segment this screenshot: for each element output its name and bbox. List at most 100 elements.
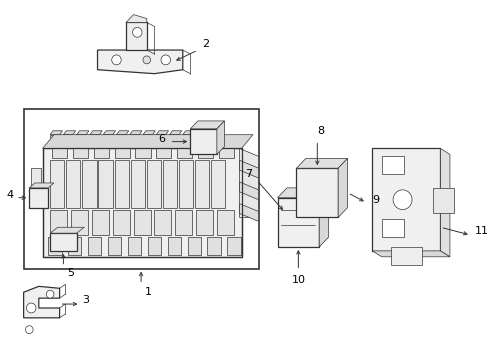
Circle shape bbox=[111, 55, 121, 65]
Polygon shape bbox=[167, 237, 181, 255]
Polygon shape bbox=[50, 227, 84, 233]
Polygon shape bbox=[381, 156, 404, 174]
Polygon shape bbox=[296, 158, 347, 168]
Polygon shape bbox=[390, 247, 421, 265]
Polygon shape bbox=[277, 198, 319, 247]
Polygon shape bbox=[50, 131, 62, 135]
Polygon shape bbox=[142, 131, 155, 135]
Polygon shape bbox=[116, 131, 128, 135]
Text: 9: 9 bbox=[372, 195, 379, 205]
Polygon shape bbox=[239, 148, 258, 217]
Polygon shape bbox=[112, 210, 129, 235]
Circle shape bbox=[132, 27, 142, 37]
Polygon shape bbox=[227, 237, 240, 255]
Polygon shape bbox=[90, 135, 99, 148]
Polygon shape bbox=[169, 135, 179, 148]
Polygon shape bbox=[63, 131, 76, 135]
Polygon shape bbox=[114, 160, 128, 208]
Polygon shape bbox=[195, 160, 209, 208]
Polygon shape bbox=[88, 237, 101, 255]
Polygon shape bbox=[371, 251, 449, 257]
Polygon shape bbox=[77, 135, 86, 148]
Polygon shape bbox=[129, 131, 142, 135]
Polygon shape bbox=[127, 237, 141, 255]
Polygon shape bbox=[94, 148, 109, 158]
Polygon shape bbox=[90, 131, 102, 135]
Text: 4: 4 bbox=[7, 190, 14, 200]
Circle shape bbox=[46, 290, 54, 298]
Text: 11: 11 bbox=[474, 226, 488, 236]
Polygon shape bbox=[211, 160, 225, 208]
Polygon shape bbox=[198, 148, 213, 158]
Text: 5: 5 bbox=[67, 267, 74, 278]
Polygon shape bbox=[177, 148, 192, 158]
Polygon shape bbox=[179, 160, 193, 208]
Polygon shape bbox=[31, 168, 41, 186]
Polygon shape bbox=[82, 160, 96, 208]
Polygon shape bbox=[77, 131, 89, 135]
Text: 8: 8 bbox=[317, 126, 324, 136]
Polygon shape bbox=[126, 22, 146, 50]
Text: 6: 6 bbox=[158, 134, 165, 144]
Polygon shape bbox=[217, 210, 233, 235]
Polygon shape bbox=[156, 131, 168, 135]
Circle shape bbox=[26, 303, 36, 313]
Polygon shape bbox=[183, 135, 192, 148]
Polygon shape bbox=[29, 188, 48, 208]
Polygon shape bbox=[68, 237, 81, 255]
Polygon shape bbox=[163, 160, 177, 208]
Polygon shape bbox=[103, 135, 112, 148]
Polygon shape bbox=[209, 135, 218, 148]
Polygon shape bbox=[114, 148, 129, 158]
Polygon shape bbox=[147, 237, 161, 255]
Circle shape bbox=[25, 326, 33, 334]
Polygon shape bbox=[296, 168, 338, 217]
Polygon shape bbox=[239, 160, 258, 178]
Polygon shape bbox=[156, 135, 165, 148]
Polygon shape bbox=[217, 121, 224, 154]
Polygon shape bbox=[48, 237, 61, 255]
Polygon shape bbox=[239, 182, 258, 200]
Polygon shape bbox=[196, 131, 208, 135]
Polygon shape bbox=[29, 183, 54, 188]
Polygon shape bbox=[52, 148, 67, 158]
Polygon shape bbox=[73, 148, 88, 158]
Circle shape bbox=[161, 55, 170, 65]
Polygon shape bbox=[146, 160, 161, 208]
Text: 3: 3 bbox=[82, 295, 89, 305]
Polygon shape bbox=[66, 160, 81, 208]
Polygon shape bbox=[23, 109, 258, 269]
Polygon shape bbox=[42, 148, 241, 257]
Polygon shape bbox=[98, 160, 112, 208]
Polygon shape bbox=[50, 160, 64, 208]
Polygon shape bbox=[23, 286, 60, 318]
Polygon shape bbox=[277, 188, 328, 198]
Polygon shape bbox=[319, 188, 328, 247]
Circle shape bbox=[392, 190, 411, 210]
Polygon shape bbox=[209, 131, 221, 135]
Polygon shape bbox=[92, 210, 109, 235]
Text: 10: 10 bbox=[291, 275, 305, 285]
Polygon shape bbox=[130, 160, 144, 208]
Polygon shape bbox=[190, 129, 217, 154]
Polygon shape bbox=[196, 135, 205, 148]
Polygon shape bbox=[239, 204, 258, 221]
Polygon shape bbox=[371, 148, 440, 251]
Polygon shape bbox=[187, 237, 201, 255]
Polygon shape bbox=[129, 135, 139, 148]
Polygon shape bbox=[338, 158, 347, 217]
Polygon shape bbox=[50, 233, 77, 251]
Polygon shape bbox=[116, 135, 126, 148]
Polygon shape bbox=[108, 237, 121, 255]
Polygon shape bbox=[142, 135, 152, 148]
Polygon shape bbox=[440, 148, 449, 257]
Polygon shape bbox=[218, 148, 233, 158]
Polygon shape bbox=[175, 210, 192, 235]
Polygon shape bbox=[156, 148, 171, 158]
Polygon shape bbox=[126, 15, 146, 22]
Polygon shape bbox=[381, 219, 404, 237]
Polygon shape bbox=[196, 210, 213, 235]
Circle shape bbox=[142, 56, 150, 64]
Polygon shape bbox=[190, 121, 224, 129]
Polygon shape bbox=[63, 135, 73, 148]
